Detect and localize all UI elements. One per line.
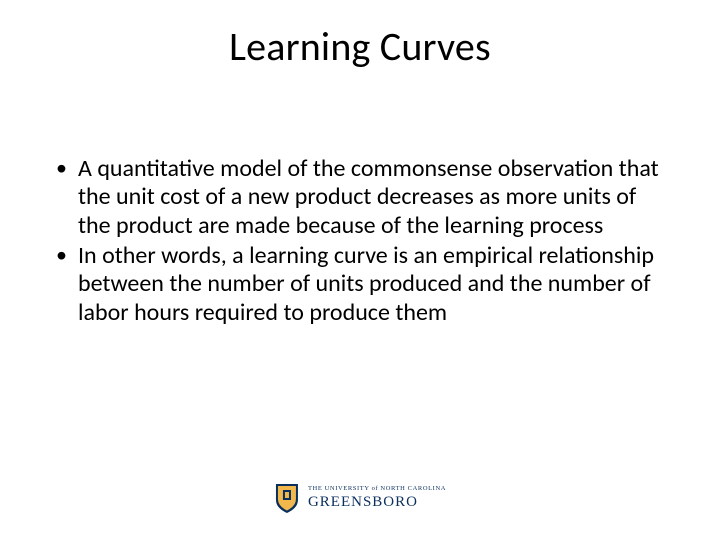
bullet-item: A quantitative model of the commonsense … [54,155,666,240]
bullet-text: A quantitative model of the commonsense … [78,154,659,240]
logo-line1: THE UNIVERSITY of NORTH CAROLINA [308,486,446,493]
bullet-text: In other words, a learning curve is an e… [78,241,654,327]
slide-title: Learning Curves [0,22,720,71]
shield-icon [274,482,300,514]
slide-body: A quantitative model of the commonsense … [54,155,666,329]
logo-line2: GREENSBORO [308,495,446,510]
footer-logo: THE UNIVERSITY of NORTH CAROLINA GREENSB… [274,482,446,514]
bullet-item: In other words, a learning curve is an e… [54,242,666,327]
logo-text: THE UNIVERSITY of NORTH CAROLINA GREENSB… [308,486,446,510]
slide: Learning Curves A quantitative model of … [0,0,720,540]
bullet-list: A quantitative model of the commonsense … [54,155,666,327]
